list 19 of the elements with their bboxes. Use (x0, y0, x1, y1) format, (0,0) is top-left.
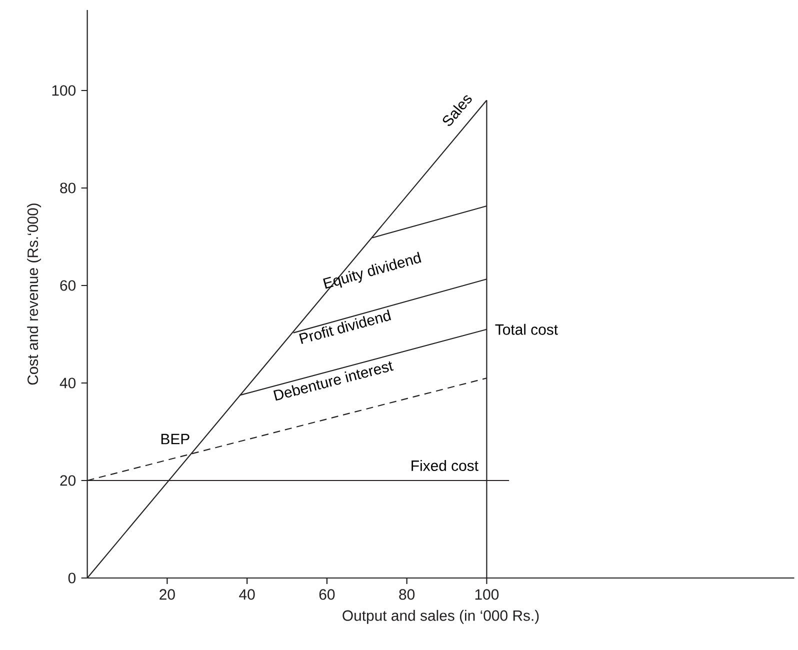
y-tick-label: 80 (60, 182, 76, 194)
annotation: Total cost (495, 324, 558, 335)
annotation: Fixed cost (412, 460, 478, 471)
y-tick-label: 20 (60, 475, 76, 486)
x-tick-label: 20 (160, 589, 175, 600)
y-axis-title: Cost and revenue (Rs.‘000) (27, 204, 42, 385)
y-tick-label: 60 (60, 280, 76, 291)
x-axis-title: Output and sales (in ‘000 Rs.) (342, 610, 539, 624)
annotation: Equity dividend (323, 252, 422, 289)
y-tick-label: 40 (60, 378, 76, 388)
annotation: Profit dividend (299, 310, 392, 344)
x-tick-label: 60 (319, 589, 335, 600)
x-tick-label: 100 (475, 589, 499, 600)
y-tick-label: 100 (52, 85, 76, 96)
annotation: BEP (161, 434, 190, 444)
annotation: Debenture interest (273, 361, 394, 401)
y-tick-label: 0 (68, 572, 76, 584)
x-tick-label: 80 (399, 589, 415, 600)
x-tick-label: 40 (239, 589, 255, 600)
